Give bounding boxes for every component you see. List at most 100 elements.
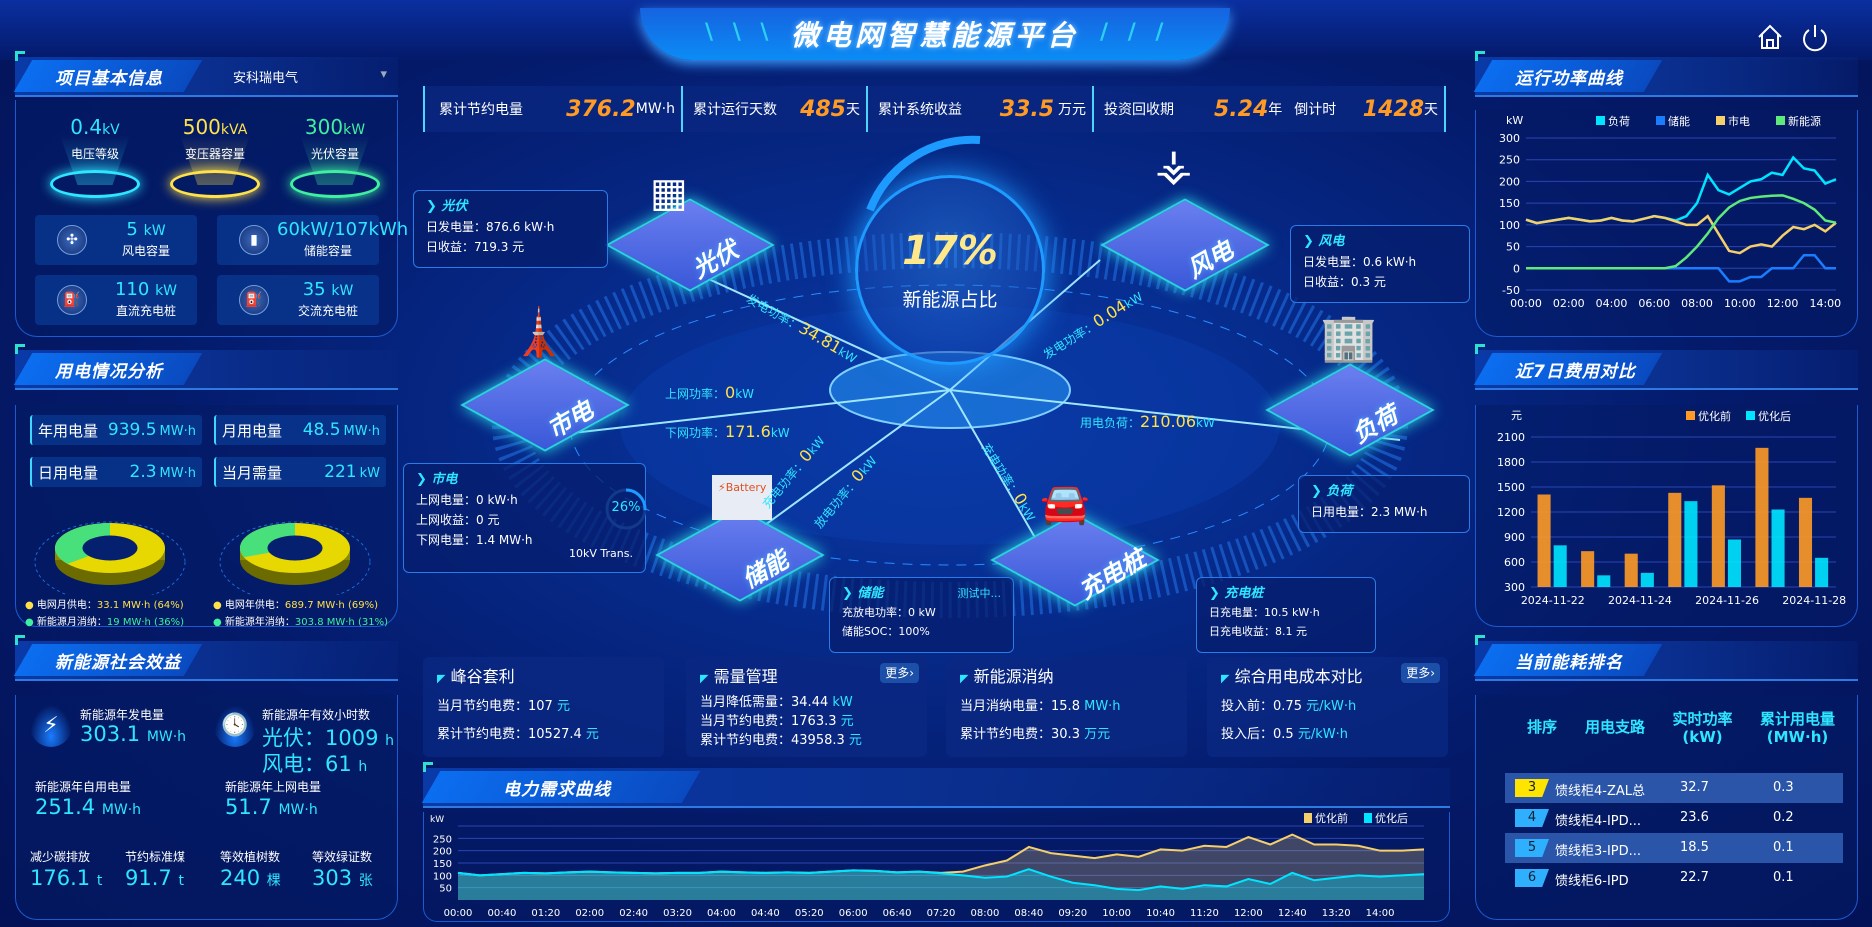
stat-label: 累计系统收益 <box>878 102 962 118</box>
project-selector-value: 安科瑞电气 <box>233 71 299 86</box>
panel-header-cost: 近7日费用对比 <box>1473 344 1858 390</box>
building-icon: 🏢 <box>1320 310 1378 364</box>
stat-value: 376.2 <box>566 96 636 122</box>
charger-icon: ⛽ <box>239 285 269 315</box>
bar-1 <box>1684 501 1698 587</box>
beacon-label: 光伏容量 <box>310 147 359 161</box>
beacon-ring <box>170 170 260 198</box>
chevron-down-icon: ▾ <box>380 67 387 82</box>
page-title: 微电网智慧能源平台 <box>790 19 1079 52</box>
ranking-row[interactable]: 5 馈线柜3-IPD... 18.5 0.1 <box>1505 833 1843 863</box>
x-tick-label: 01:20 <box>531 908 560 919</box>
lightning-icon: ⚡ <box>30 705 72 747</box>
bar-1 <box>1553 545 1567 587</box>
power-chart: -50 0 50 100 150 200 250 300 kW 00:00 02:00 04:00 06… <box>1475 110 1858 337</box>
social-label: 等效植树数 <box>220 850 281 864</box>
stat-revenue: 累计系统收益 33.5 万元 <box>866 86 1092 132</box>
bar-0 <box>1668 492 1682 587</box>
kv-label: 当月需量 <box>222 463 283 482</box>
info-box-wind: ❯ 风电 日发电量：0.6 kW·h 日收益：0.3 元 <box>1290 225 1470 303</box>
series-line-1 <box>457 868 1425 892</box>
donut-hole <box>82 535 138 561</box>
donut-base-ring <box>219 521 371 595</box>
legend-swatch <box>1656 116 1665 125</box>
x-tick-label: 04:00 <box>707 908 736 919</box>
beacon-ring <box>50 170 140 198</box>
ranking-row[interactable]: 6 馈线柜6-IPD 22.7 0.1 <box>1505 863 1843 893</box>
summary-card: ◤ 新能源消纳 当月消纳电量：15.8 MW·h 累计节约电费：30.3 万元 <box>946 657 1187 757</box>
bar-1 <box>1727 539 1742 587</box>
x-tick-label: 00:40 <box>487 908 516 919</box>
stat-value: 1428 <box>1362 96 1424 122</box>
branch-name: 馈线柜6-IPD <box>1555 874 1629 889</box>
box-title: ❯ 负荷 <box>1311 484 1353 499</box>
project-selector[interactable]: 安科瑞电气 ▾ <box>233 67 393 86</box>
beacon-value: 0.4kV <box>70 115 120 139</box>
more-button[interactable]: 更多› <box>880 663 919 683</box>
summary-card: ◤ 综合用电成本对比 更多› 投入前：0.75 元/kW·h 投入后：0.5 元/kW… <box>1207 657 1448 757</box>
y-tick-label: 150 <box>433 859 452 870</box>
x-tick-label: 00:00 <box>444 908 473 919</box>
box-line: 上网电量：0 kW·h <box>416 493 518 507</box>
y-tick-label: 150 <box>1499 197 1520 210</box>
clock-icon: 🕓 <box>214 705 256 747</box>
stat-unit: 万元 <box>1058 102 1086 118</box>
bar-1 <box>1640 572 1654 587</box>
series-line-0 <box>1525 155 1837 225</box>
legend-label: 优化后 <box>1375 812 1408 825</box>
bar-0 <box>1624 553 1638 587</box>
legend-label: 新能源 <box>1788 114 1821 128</box>
legend-label: 市电 <box>1728 114 1750 128</box>
storage-status: 测试中... <box>957 587 1002 600</box>
branch-power: 18.5 <box>1680 840 1709 855</box>
x-tick-label: 04:40 <box>751 908 780 919</box>
box-line: 日收益：719.3 元 <box>426 240 525 254</box>
panel-header-project: 项目基本信息 安科瑞电气 ▾ <box>13 51 398 97</box>
flow-line <box>554 389 951 436</box>
legend-label: 优化前 <box>1315 812 1348 825</box>
stat-value: 33.5 <box>999 96 1054 122</box>
stat-run-days: 累计运行天数 485 天 <box>681 86 866 132</box>
home-icon[interactable] <box>1755 22 1785 52</box>
info-box-charger: ❯ 充电桩 日充电量：10.5 kW·h 日充电收益：8.1 元 <box>1196 577 1376 653</box>
x-tick-label: 06:00 <box>839 908 868 919</box>
branch-power: 23.6 <box>1680 810 1709 825</box>
box-title: ❯ 市电 <box>416 472 458 487</box>
capacity-label: 储能容量 <box>303 244 352 258</box>
info-box-storage: ❯ 储能 测试中... 充放电功率：0 kW 储能SOC：100% <box>829 577 1014 653</box>
y-tick-label: 250 <box>433 834 452 845</box>
kv-value: 48.5 MW·h <box>302 420 380 440</box>
card-flag-icon: ◤ <box>700 672 709 685</box>
box-line: 储能SOC：100% <box>842 625 930 638</box>
box-title: ❯ 储能 测试中... <box>842 586 1002 601</box>
x-tick-label: 10:00 <box>1102 908 1131 919</box>
charger-icon: ⛽ <box>57 285 87 315</box>
ranking-row[interactable]: 4 馈线柜4-IPD... 23.6 0.2 <box>1505 803 1843 833</box>
branch-energy: 0.3 <box>1773 780 1794 795</box>
ranking-row[interactable]: 3 馈线柜4-ZAL总 32.7 0.3 <box>1505 773 1843 803</box>
legend-label: 储能 <box>1668 114 1690 128</box>
capacity-value: 35 kW <box>302 279 354 300</box>
social-label: 新能源年发电量 <box>80 708 165 722</box>
x-tick-label: 02:40 <box>619 908 648 919</box>
bar-1 <box>1815 557 1829 587</box>
social-value: 240 棵 <box>220 866 281 890</box>
branch-name: 馈线柜4-ZAL总 <box>1555 784 1646 799</box>
y-tick-label: 1800 <box>1497 456 1525 469</box>
x-tick-label: 12:00 <box>1767 297 1799 310</box>
box-line: 充放电功率：0 kW <box>842 606 936 619</box>
card-row: 投入后：0.5 元/kW·h <box>1221 727 1348 742</box>
rank-badge: 6 <box>1515 869 1549 887</box>
y-tick-label: 100 <box>433 871 452 882</box>
stat-unit: 天 <box>1424 102 1438 118</box>
card-title: ◤ 综合用电成本对比 <box>1221 667 1363 686</box>
box-line: 上网收益：0 元 <box>416 513 500 527</box>
more-button[interactable]: 更多› <box>1401 663 1440 683</box>
bar-0 <box>1581 551 1595 587</box>
panel-header-power: 运行功率曲线 <box>1473 51 1858 97</box>
power-icon[interactable] <box>1800 22 1830 52</box>
new-energy-ratio-label: 新能源占比 <box>902 289 998 311</box>
flow-line <box>699 274 951 391</box>
wind-turbine-icon: ✣ <box>57 225 87 255</box>
box-title: ❯ 光伏 <box>426 199 468 214</box>
